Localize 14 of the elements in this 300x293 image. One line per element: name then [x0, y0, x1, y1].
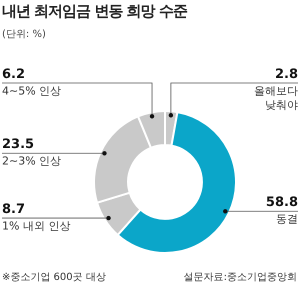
data-label: 58.8 — [266, 195, 298, 210]
slice-label: 동결 — [276, 212, 298, 226]
data-label: 2.8 — [274, 66, 298, 82]
slice-label: 올해보다 낮춰야 — [254, 84, 298, 112]
chart-subtitle: (단위: %) — [2, 28, 46, 41]
data-label: 6.2 — [2, 66, 26, 82]
slice-label: 1% 내외 인상 — [2, 219, 70, 232]
slice-label: 2~3% 인상 — [2, 154, 62, 168]
data-label: 8.7 — [2, 202, 26, 217]
slice-label: 4~5% 인상 — [2, 84, 62, 98]
text: ※중소기업 600곳 대상 — [2, 271, 106, 284]
chart-title: 내년 최저임금 변동 희망 수준 — [2, 2, 187, 21]
text: 설문자료:중소기업중앙회 — [184, 271, 297, 284]
data-label: 23.5 — [2, 137, 34, 152]
